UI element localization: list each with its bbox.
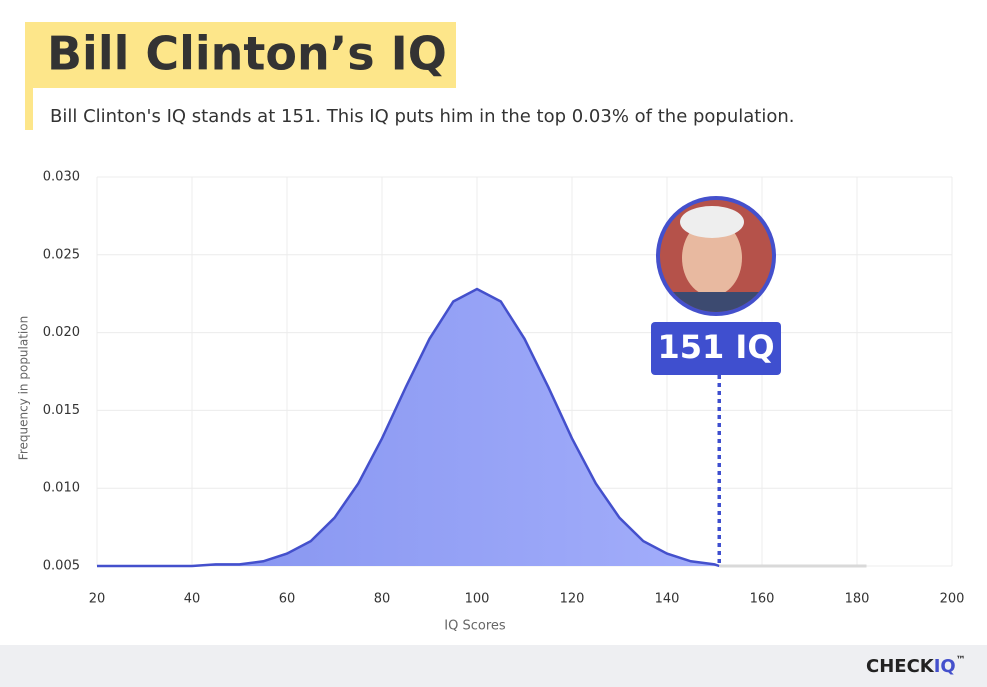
photo-face xyxy=(682,220,742,296)
title-accent xyxy=(25,88,33,130)
x-tick-label: 180 xyxy=(845,592,870,607)
brand-accent: IQ xyxy=(934,656,956,677)
x-tick-label: 80 xyxy=(374,592,391,607)
x-axis-label: IQ Scores xyxy=(444,619,506,634)
subtitle: Bill Clinton's IQ stands at 151. This IQ… xyxy=(50,106,795,127)
title: Bill Clinton’s IQ xyxy=(47,27,447,81)
y-tick-label: 0.020 xyxy=(43,325,80,340)
x-tick-label: 160 xyxy=(750,592,775,607)
trademark: ™ xyxy=(956,655,966,666)
title-box xyxy=(25,22,456,88)
y-tick-label: 0.005 xyxy=(43,559,80,574)
x-tick-label: 40 xyxy=(184,592,201,607)
footer xyxy=(0,645,987,687)
x-tick-label: 100 xyxy=(465,592,490,607)
x-tick-label: 60 xyxy=(279,592,296,607)
y-tick-label: 0.015 xyxy=(43,403,80,418)
area-line xyxy=(97,287,720,568)
x-tick-label: 140 xyxy=(655,592,680,607)
marker-label: 151 IQ xyxy=(657,328,774,366)
y-tick-label: 0.030 xyxy=(43,170,80,185)
plot: 0.005 0.010 0.015 0.020 0.025 0.030 20 40 60 80 10… xyxy=(43,170,965,607)
y-tick-label: 0.025 xyxy=(43,247,80,262)
x-tick-label: 120 xyxy=(560,592,585,607)
marker-box xyxy=(651,322,781,375)
brand: CHECKIQ™ xyxy=(866,655,966,677)
photo-hair xyxy=(680,206,744,238)
photo xyxy=(656,196,776,316)
area-fill xyxy=(97,289,720,566)
y-axis-label: Frequency in population xyxy=(17,316,31,460)
x-tick-label: 20 xyxy=(89,592,106,607)
y-tick-label: 0.010 xyxy=(43,481,80,496)
brand-main: CHECK xyxy=(866,656,935,677)
x-tick-label: 200 xyxy=(940,592,965,607)
